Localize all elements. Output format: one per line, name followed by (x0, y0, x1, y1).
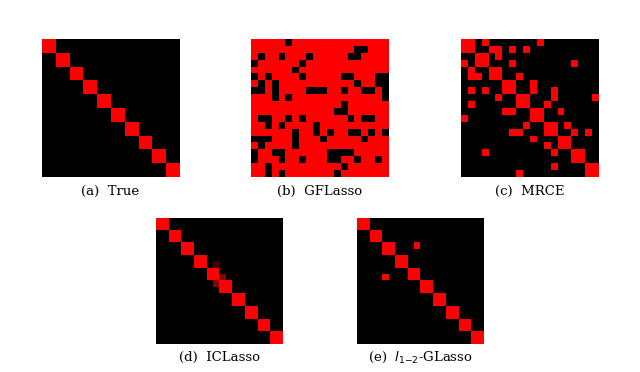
Text: (e)  $l_{1\mathsf{-}2}$-GLasso: (e) $l_{1\mathsf{-}2}$-GLasso (368, 350, 473, 365)
Text: (b)  GFLasso: (b) GFLasso (277, 185, 363, 198)
Text: (a)  True: (a) True (81, 185, 140, 198)
Text: (c)  MRCE: (c) MRCE (495, 185, 564, 198)
Text: (d)  ICLasso: (d) ICLasso (179, 352, 260, 364)
